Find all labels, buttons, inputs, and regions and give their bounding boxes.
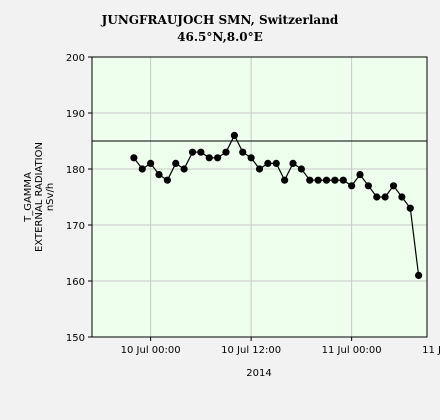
data-point [163,176,171,184]
data-point [239,148,247,156]
data-point [389,182,398,190]
data-point [348,182,356,190]
data-point [172,159,180,167]
data-point [281,176,289,184]
y-axis-label-line: EXTERNAL RADIATION [34,142,45,252]
data-point [247,154,255,162]
data-point [415,271,423,279]
data-point [406,204,414,212]
data-point [205,154,213,162]
chart-subtitle: 46.5°N,8.0°E [177,30,263,44]
y-tick-label: 190 [66,109,85,120]
chart-title: JUNGFRAUJOCH SMN, Switzerland [101,13,339,27]
data-point [398,193,406,201]
data-point [147,159,155,167]
data-point [297,165,305,173]
data-point [130,154,138,162]
data-point [289,159,297,167]
data-point [214,154,222,162]
data-point [331,176,339,184]
data-point [339,176,347,184]
data-point [264,159,272,167]
y-tick-label: 160 [66,277,85,288]
data-point [364,182,372,190]
data-point [222,148,230,156]
y-tick-label: 180 [66,165,85,176]
plot-background [92,57,427,337]
data-point [314,176,322,184]
y-tick-label: 150 [66,333,85,344]
data-point [322,176,331,184]
data-point [138,165,146,173]
data-point [180,165,188,173]
x-tick-label: 10 Jul 00:00 [121,345,181,356]
plot-area: 150 160 170 180 190 200 10 Jul 00:00 10 Jul 12:… [66,53,440,356]
x-axis-label: 2014 [246,368,271,379]
data-point [255,165,264,173]
x-tick-label: 10 Jul 12:00 [221,345,281,356]
y-axis-label: T_GAMMA EXTERNAL RADIATION nSv/h [23,142,56,252]
data-point [356,171,364,179]
data-point [188,148,197,156]
y-tick-label: 170 [66,221,85,232]
y-tick-label: 200 [66,53,85,64]
data-point [373,193,381,201]
data-point [306,176,314,184]
data-point [230,131,238,139]
plot-frame [91,56,428,338]
x-tick-label: 11 Jul 12:00 [422,345,440,356]
y-axis-label-line: T_GAMMA [23,172,34,223]
data-point [155,171,163,179]
x-tick-label: 11 Jul 00:00 [322,345,382,356]
data-point [381,193,389,201]
data-point [272,159,280,167]
y-axis-label-line: nSv/h [45,183,56,211]
data-point [197,148,205,156]
